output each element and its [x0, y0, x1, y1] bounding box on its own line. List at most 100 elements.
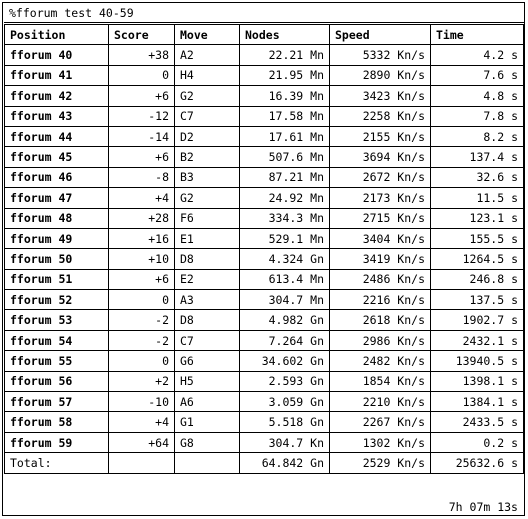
cell-score: +28 — [108, 207, 175, 229]
cell-nodes: 16.39 Mn — [239, 85, 330, 107]
cell-nodes: 3.059 Gn — [239, 391, 330, 413]
cell-speed: 2986 Kn/s — [329, 329, 431, 352]
cell-move: G1 — [174, 411, 240, 433]
cell-speed: 2618 Kn/s — [329, 309, 431, 331]
cell-move: E2 — [174, 268, 240, 291]
cell-speed: 1854 Kn/s — [329, 370, 431, 393]
elapsed-time: 7h 07m 13s — [448, 500, 518, 514]
cell-nodes: 17.61 Mn — [239, 125, 330, 148]
cell-nodes: 507.6 Mn — [239, 146, 330, 168]
cell-score: -10 — [108, 391, 175, 413]
cell-speed: 2155 Kn/s — [329, 125, 431, 148]
cell-position: fforum 52 — [4, 289, 109, 311]
cell-speed: 1302 Kn/s — [329, 431, 431, 454]
cell-score: 0 — [108, 64, 175, 87]
header-time: Time — [430, 23, 524, 46]
header-row: Position Score Move Nodes Speed Time — [4, 23, 524, 46]
cell-time: 137.5 s — [430, 289, 524, 311]
header-position: Position — [4, 23, 109, 46]
cell-move: G8 — [174, 431, 240, 454]
table-row: fforum 44 -14 D2 17.61 Mn 2155 Kn/s 8.2 s — [4, 125, 524, 148]
cell-score: -2 — [108, 309, 175, 331]
cell-score: +64 — [108, 431, 175, 454]
cell-score: +38 — [108, 44, 175, 66]
table-row: fforum 54 -2 C7 7.264 Gn 2986 Kn/s 2432.1 s — [4, 329, 524, 352]
cell-position: fforum 51 — [4, 268, 109, 291]
cell-time: 32.6 s — [430, 166, 524, 189]
cell-nodes: 24.92 Mn — [239, 187, 330, 209]
cell-score: +10 — [108, 248, 175, 270]
table-row: fforum 40 +38 A2 22.21 Mn 5332 Kn/s 4.2 s — [4, 44, 524, 66]
cell-time: 1264.5 s — [430, 248, 524, 270]
cell-position: fforum 57 — [4, 391, 109, 413]
table-row: fforum 41 0 H4 21.95 Mn 2890 Kn/s 7.6 s — [4, 64, 524, 87]
cell-position: fforum 49 — [4, 227, 109, 250]
cell-position: fforum 58 — [4, 411, 109, 433]
cell-score: +6 — [108, 146, 175, 168]
table-row: fforum 45 +6 B2 507.6 Mn 3694 Kn/s 137.4 s — [4, 146, 524, 168]
cell-score: -8 — [108, 166, 175, 189]
cell-nodes: 5.518 Gn — [239, 411, 330, 433]
cell-time: 1384.1 s — [430, 391, 524, 413]
cell-position: fforum 48 — [4, 207, 109, 229]
cell-score: +2 — [108, 370, 175, 393]
cell-score: -2 — [108, 329, 175, 352]
table-row: fforum 56 +2 H5 2.593 Gn 1854 Kn/s 1398.1 s — [4, 370, 524, 393]
total-score-empty — [108, 452, 175, 474]
cell-score: -14 — [108, 125, 175, 148]
header-speed: Speed — [329, 23, 431, 46]
cell-speed: 2210 Kn/s — [329, 391, 431, 413]
cell-nodes: 17.58 Mn — [239, 105, 330, 127]
cell-time: 7.6 s — [430, 64, 524, 87]
cell-score: 0 — [108, 289, 175, 311]
table-row: fforum 59 +64 G8 304.7 Kn 1302 Kn/s 0.2 s — [4, 431, 524, 454]
total-nodes: 64.842 Gn — [239, 452, 330, 474]
table-row: fforum 46 -8 B3 87.21 Mn 2672 Kn/s 32.6 s — [4, 166, 524, 189]
cell-nodes: 304.7 Kn — [239, 431, 330, 454]
cell-score: +6 — [108, 268, 175, 291]
cell-score: -12 — [108, 105, 175, 127]
cell-speed: 3423 Kn/s — [329, 85, 431, 107]
cell-position: fforum 43 — [4, 105, 109, 127]
cell-time: 11.5 s — [430, 187, 524, 209]
cell-score: +4 — [108, 187, 175, 209]
cell-move: B2 — [174, 146, 240, 168]
table-row: fforum 57 -10 A6 3.059 Gn 2210 Kn/s 1384.1 s — [4, 391, 524, 413]
cell-time: 13940.5 s — [430, 350, 524, 372]
cell-move: A6 — [174, 391, 240, 413]
cell-time: 0.2 s — [430, 431, 524, 454]
cell-speed: 2482 Kn/s — [329, 350, 431, 372]
cell-move: H5 — [174, 370, 240, 393]
cell-move: D8 — [174, 248, 240, 270]
cell-move: B3 — [174, 166, 240, 189]
results-body: fforum 40 +38 A2 22.21 Mn 5332 Kn/s 4.2 s ffor… — [4, 44, 524, 454]
cell-move: H4 — [174, 64, 240, 87]
cell-position: fforum 56 — [4, 370, 109, 393]
cell-move: C7 — [174, 105, 240, 127]
cell-speed: 2173 Kn/s — [329, 187, 431, 209]
table-row: fforum 58 +4 G1 5.518 Gn 2267 Kn/s 2433.5 s — [4, 411, 524, 433]
table-title: %fforum test 40-59 — [4, 4, 525, 23]
cell-position: fforum 53 — [4, 309, 109, 331]
cell-time: 8.2 s — [430, 125, 524, 148]
cell-time: 4.8 s — [430, 85, 524, 107]
cell-time: 123.1 s — [430, 207, 524, 229]
table-row: fforum 48 +28 F6 334.3 Mn 2715 Kn/s 123.1 s — [4, 207, 524, 229]
cell-time: 2432.1 s — [430, 329, 524, 352]
cell-move: F6 — [174, 207, 240, 229]
cell-move: C7 — [174, 329, 240, 352]
cell-speed: 2267 Kn/s — [329, 411, 431, 433]
cell-position: fforum 47 — [4, 187, 109, 209]
cell-move: G6 — [174, 350, 240, 372]
cell-speed: 2258 Kn/s — [329, 105, 431, 127]
cell-position: fforum 45 — [4, 146, 109, 168]
cell-nodes: 4.324 Gn — [239, 248, 330, 270]
total-time: 25632.6 s — [430, 452, 524, 474]
cell-position: fforum 46 — [4, 166, 109, 189]
cell-speed: 2672 Kn/s — [329, 166, 431, 189]
cell-time: 2433.5 s — [430, 411, 524, 433]
cell-nodes: 529.1 Mn — [239, 227, 330, 250]
cell-position: fforum 41 — [4, 64, 109, 87]
cell-score: +4 — [108, 411, 175, 433]
cell-speed: 2715 Kn/s — [329, 207, 431, 229]
